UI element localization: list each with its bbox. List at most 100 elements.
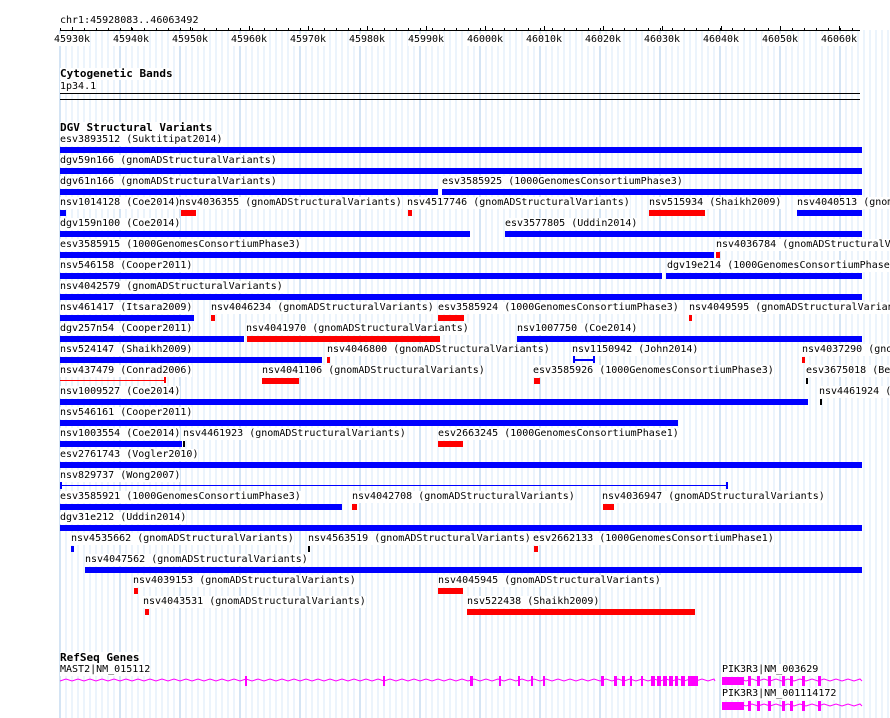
variant-label[interactable]: nsv4039153 (gnomADStructuralVariants) — [133, 575, 356, 587]
variant-label[interactable]: dgv61n166 (gnomADStructuralVariants) — [60, 176, 277, 188]
variant-bar[interactable] — [60, 315, 194, 321]
variant-label[interactable]: nsv4040513 (gnom — [797, 197, 890, 209]
variant-bar[interactable] — [60, 441, 182, 447]
variant-bar[interactable] — [438, 315, 464, 321]
gene-label[interactable]: PIK3R3|NM_003629 — [722, 664, 819, 676]
gene-label[interactable]: PIK3R3|NM_001114172 — [722, 688, 837, 700]
variant-bar[interactable] — [60, 504, 342, 510]
variant-bar[interactable] — [262, 378, 299, 384]
variant-bar[interactable] — [60, 210, 66, 216]
variant-bar[interactable] — [438, 441, 463, 447]
variant-bar[interactable] — [505, 231, 862, 237]
variant-bar[interactable] — [534, 546, 538, 552]
variant-label[interactable]: dgv19e214 (1000GenomesConsortiumPhase3 — [667, 260, 890, 272]
variant-label[interactable]: nsv546158 (Cooper2011) — [60, 260, 193, 272]
variant-label[interactable]: nsv4046800 (gnomADStructuralVariants) — [327, 344, 550, 356]
variant-bar[interactable] — [60, 525, 862, 531]
variant-bar[interactable] — [352, 504, 357, 510]
variant-bar[interactable] — [71, 546, 74, 552]
variant-bar[interactable] — [60, 189, 438, 195]
variant-bar[interactable] — [517, 336, 862, 342]
variant-label[interactable]: nsv4461924 ( — [819, 386, 890, 398]
variant-bar[interactable] — [60, 380, 165, 381]
variant-label[interactable]: dgv257n54 (Cooper2011) — [60, 323, 193, 335]
variant-bar[interactable] — [60, 399, 808, 405]
variant-bar[interactable] — [438, 588, 463, 594]
variant-label[interactable]: esv2761743 (Vogler2010) — [60, 449, 199, 461]
variant-label[interactable]: esv2662133 (1000GenomesConsortiumPhase1) — [533, 533, 774, 545]
variant-bar[interactable] — [797, 210, 862, 216]
variant-label[interactable]: esv2663245 (1000GenomesConsortiumPhase1) — [438, 428, 679, 440]
variant-label[interactable]: nsv522438 (Shaikh2009) — [467, 596, 600, 608]
variant-label[interactable]: esv3585924 (1000GenomesConsortiumPhase3) — [438, 302, 679, 314]
variant-label[interactable]: nsv4042708 (gnomADStructuralVariants) — [352, 491, 575, 503]
variant-label[interactable]: nsv829737 (Wong2007) — [60, 470, 181, 482]
variant-bar[interactable] — [85, 567, 862, 573]
variant-label[interactable]: nsv4041106 (gnomADStructuralVariants) — [262, 365, 485, 377]
variant-label[interactable]: nsv4461923 (gnomADStructuralVariants) — [183, 428, 406, 440]
variant-label[interactable]: nsv4037290 (gno — [802, 344, 890, 356]
variant-label[interactable]: nsv4043531 (gnomADStructuralVariants) — [143, 596, 366, 608]
variant-bar[interactable] — [145, 609, 149, 615]
variant-label[interactable]: esv3585925 (1000GenomesConsortiumPhase3) — [442, 176, 683, 188]
variant-bar[interactable] — [603, 504, 614, 510]
gene-label[interactable]: MAST2|NM_015112 — [60, 664, 151, 676]
variant-label[interactable]: nsv1014128 (Coe2014) — [60, 197, 181, 209]
variant-bar[interactable] — [60, 485, 728, 486]
variant-bar[interactable] — [60, 252, 714, 258]
variant-label[interactable]: nsv4045945 (gnomADStructuralVariants) — [438, 575, 661, 587]
variant-label[interactable]: esv3675018 (Be — [806, 365, 890, 377]
variant-bar[interactable] — [181, 210, 196, 216]
variant-label[interactable]: nsv4041970 (gnomADStructuralVariants) — [246, 323, 469, 335]
variant-bar[interactable] — [716, 252, 720, 258]
variant-bar[interactable] — [573, 359, 595, 361]
variant-bar[interactable] — [134, 588, 138, 594]
variant-bar[interactable] — [308, 546, 310, 552]
variant-bar[interactable] — [802, 357, 805, 363]
variant-label[interactable]: nsv515934 (Shaikh2009) — [649, 197, 782, 209]
variant-bar[interactable] — [820, 399, 822, 405]
variant-label[interactable]: esv3893512 (Suktitipat2014) — [60, 134, 223, 146]
variant-bar[interactable] — [183, 441, 185, 447]
variant-label[interactable]: nsv4535662 (gnomADStructuralVariants) — [71, 533, 294, 545]
variant-label[interactable]: nsv4046234 (gnomADStructuralVariants) — [211, 302, 434, 314]
variant-bar[interactable] — [327, 357, 330, 363]
variant-bar[interactable] — [442, 189, 862, 195]
variant-bar[interactable] — [60, 420, 678, 426]
variant-bar[interactable] — [60, 168, 862, 174]
variant-bar[interactable] — [534, 378, 540, 384]
variant-label[interactable]: esv3577805 (Uddin2014) — [505, 218, 638, 230]
variant-label[interactable]: nsv4036947 (gnomADStructuralVariants) — [602, 491, 825, 503]
variant-label[interactable]: nsv4036355 (gnomADStructuralVariants) — [179, 197, 402, 209]
variant-label[interactable]: esv3585921 (1000GenomesConsortiumPhase3) — [60, 491, 301, 503]
variant-label[interactable]: nsv4036784 (gnomADStructuralV — [716, 239, 890, 251]
variant-bar[interactable] — [408, 210, 412, 216]
variant-bar[interactable] — [467, 609, 695, 615]
variant-bar[interactable] — [689, 315, 692, 321]
variant-bar[interactable] — [60, 273, 662, 279]
variant-bar[interactable] — [60, 357, 322, 363]
variant-bar[interactable] — [211, 315, 215, 321]
variant-label[interactable]: nsv1150942 (John2014) — [572, 344, 699, 356]
variant-bar[interactable] — [247, 336, 440, 342]
variant-label[interactable]: nsv4517746 (gnomADStructuralVariants) — [407, 197, 630, 209]
variant-label[interactable]: nsv1003554 (Coe2014) — [60, 428, 181, 440]
variant-label[interactable]: nsv4563519 (gnomADStructuralVariants) — [308, 533, 531, 545]
variant-bar[interactable] — [649, 210, 705, 216]
variant-label[interactable]: nsv461417 (Itsara2009) — [60, 302, 193, 314]
variant-label[interactable]: nsv1007750 (Coe2014) — [517, 323, 638, 335]
variant-label[interactable]: nsv4042579 (gnomADStructuralVariants) — [60, 281, 283, 293]
variant-bar[interactable] — [60, 462, 862, 468]
variant-label[interactable]: dgv159n100 (Coe2014) — [60, 218, 181, 230]
variant-label[interactable]: nsv1009527 (Coe2014) — [60, 386, 181, 398]
variant-label[interactable]: esv3585926 (1000GenomesConsortiumPhase3) — [533, 365, 774, 377]
variant-label[interactable]: nsv524147 (Shaikh2009) — [60, 344, 193, 356]
variant-label[interactable]: nsv4049595 (gnomADStructuralVarian — [689, 302, 890, 314]
variant-label[interactable]: nsv546161 (Cooper2011) — [60, 407, 193, 419]
variant-bar[interactable] — [60, 147, 862, 153]
variant-bar[interactable] — [60, 294, 862, 300]
variant-label[interactable]: esv3585915 (1000GenomesConsortiumPhase3) — [60, 239, 301, 251]
variant-bar[interactable] — [60, 336, 244, 342]
variant-label[interactable]: nsv437479 (Conrad2006) — [60, 365, 193, 377]
variant-label[interactable]: dgv31e212 (Uddin2014) — [60, 512, 187, 524]
